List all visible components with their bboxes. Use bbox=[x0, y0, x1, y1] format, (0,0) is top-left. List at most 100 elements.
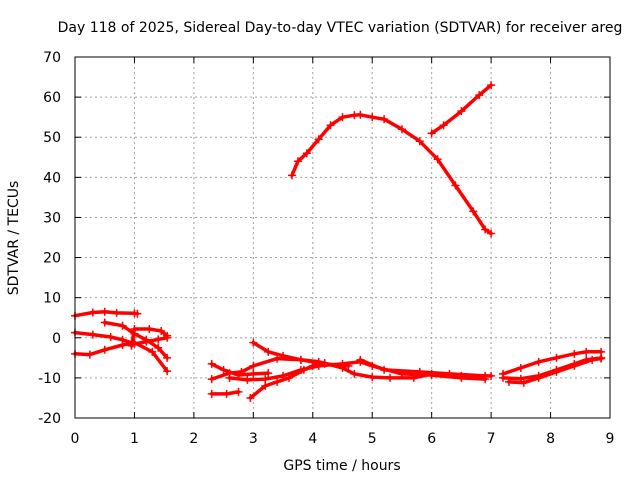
series-line-sat-m bbox=[290, 113, 493, 236]
data-point-marker bbox=[481, 225, 490, 234]
data-point-marker bbox=[279, 351, 288, 360]
y-tick-label: -10 bbox=[38, 371, 61, 387]
plot-frame bbox=[74, 56, 611, 419]
data-point-marker bbox=[570, 361, 579, 370]
y-tick-label: 30 bbox=[43, 210, 61, 226]
data-point-marker bbox=[588, 355, 597, 364]
series-line-sat-b bbox=[73, 330, 169, 346]
data-point-marker bbox=[261, 375, 270, 384]
data-point-marker bbox=[249, 369, 258, 378]
data-point-marker bbox=[163, 353, 172, 362]
data-point-marker bbox=[157, 326, 166, 335]
data-point-marker bbox=[112, 308, 121, 317]
data-point-marker bbox=[415, 137, 424, 146]
data-point-marker bbox=[293, 157, 302, 166]
data-point-marker bbox=[264, 347, 273, 356]
data-point-marker bbox=[279, 371, 288, 380]
data-point-marker bbox=[552, 353, 561, 362]
data-point-marker bbox=[237, 367, 246, 376]
data-point-marker bbox=[142, 335, 151, 344]
data-point-marker bbox=[487, 81, 496, 90]
data-point-marker bbox=[469, 207, 478, 216]
data-point-marker bbox=[100, 318, 109, 327]
data-point-marker bbox=[118, 321, 127, 330]
data-point-marker bbox=[427, 129, 436, 138]
data-point-marker bbox=[314, 135, 323, 144]
data-point-marker bbox=[380, 115, 389, 124]
data-point-marker bbox=[457, 107, 466, 116]
data-point-marker bbox=[534, 357, 543, 366]
data-point-marker bbox=[504, 377, 513, 386]
data-point-marker bbox=[88, 308, 97, 317]
data-point-marker bbox=[296, 355, 305, 364]
data-point-marker bbox=[570, 349, 579, 358]
data-point-marker bbox=[246, 393, 255, 402]
data-point-marker bbox=[338, 113, 347, 122]
data-point-marker bbox=[249, 361, 258, 370]
x-tick-label: 6 bbox=[427, 431, 436, 447]
data-point-marker bbox=[338, 359, 347, 368]
data-point-marker bbox=[133, 309, 142, 318]
data-point-marker bbox=[130, 324, 139, 333]
data-point-marker bbox=[368, 373, 377, 382]
x-tick-label: 8 bbox=[546, 431, 555, 447]
y-tick-label: 60 bbox=[43, 90, 61, 106]
y-tick-label: 40 bbox=[43, 170, 61, 186]
data-point-marker bbox=[356, 110, 365, 119]
x-tick-label: 4 bbox=[308, 431, 317, 447]
x-tick-label: 7 bbox=[487, 431, 496, 447]
y-tick-label: 50 bbox=[43, 130, 61, 146]
chart-title: Day 118 of 2025, Sidereal Day-to-day VTE… bbox=[58, 20, 623, 36]
data-point-marker bbox=[552, 367, 561, 376]
data-point-marker bbox=[249, 338, 258, 347]
data-point-marker bbox=[264, 369, 273, 378]
data-point-marker bbox=[433, 155, 442, 164]
data-point-marker bbox=[287, 171, 296, 180]
data-point-marker bbox=[85, 350, 94, 359]
data-point-marker bbox=[100, 307, 109, 316]
data-point-marker bbox=[296, 365, 305, 374]
data-point-marker bbox=[314, 361, 323, 370]
series-line-sat-c bbox=[73, 340, 169, 373]
x-tick-label: 0 bbox=[71, 431, 80, 447]
data-point-marker bbox=[261, 381, 270, 390]
x-tick-label: 3 bbox=[249, 431, 258, 447]
data-point-marker bbox=[243, 375, 252, 384]
data-point-marker bbox=[487, 229, 496, 238]
x-tick-label: 9 bbox=[606, 431, 615, 447]
data-point-marker bbox=[163, 331, 172, 340]
data-point-marker bbox=[582, 347, 591, 356]
x-tick-label: 2 bbox=[189, 431, 198, 447]
series-group bbox=[71, 81, 606, 402]
data-point-marker bbox=[234, 387, 243, 396]
x-tick-label: 1 bbox=[130, 431, 139, 447]
x-axis-label: GPS time / hours bbox=[283, 458, 400, 474]
y-axis-label: SDTVAR / TECUs bbox=[6, 181, 22, 296]
data-point-marker bbox=[219, 365, 228, 374]
data-point-marker bbox=[350, 369, 359, 378]
data-point-marker bbox=[207, 375, 216, 384]
data-point-marker bbox=[597, 354, 606, 363]
data-point-marker bbox=[380, 365, 389, 374]
y-tick-label: 20 bbox=[43, 251, 61, 267]
data-point-marker bbox=[207, 359, 216, 368]
data-point-marker bbox=[163, 367, 172, 376]
data-point-marker bbox=[439, 121, 448, 130]
data-point-marker bbox=[368, 113, 377, 122]
data-point-marker bbox=[154, 343, 163, 352]
data-point-marker bbox=[106, 332, 115, 341]
data-point-marker bbox=[222, 389, 231, 398]
y-tick-label: -20 bbox=[38, 411, 61, 427]
data-point-marker bbox=[481, 371, 490, 380]
series-line-sat-l bbox=[358, 358, 487, 378]
data-point-marker bbox=[207, 389, 216, 398]
data-point-marker bbox=[397, 125, 406, 134]
data-point-marker bbox=[326, 121, 335, 130]
y-tick-label: 10 bbox=[43, 291, 61, 307]
axis-ticks: 0 1 2 3 4 5 6 7 8 9 -20 -10 0 10 20 30 40 50 60 70 bbox=[38, 50, 614, 447]
data-point-marker bbox=[273, 377, 282, 386]
data-point-marker bbox=[356, 355, 365, 364]
y-tick-label: 0 bbox=[52, 331, 61, 347]
data-point-marker bbox=[145, 324, 154, 333]
